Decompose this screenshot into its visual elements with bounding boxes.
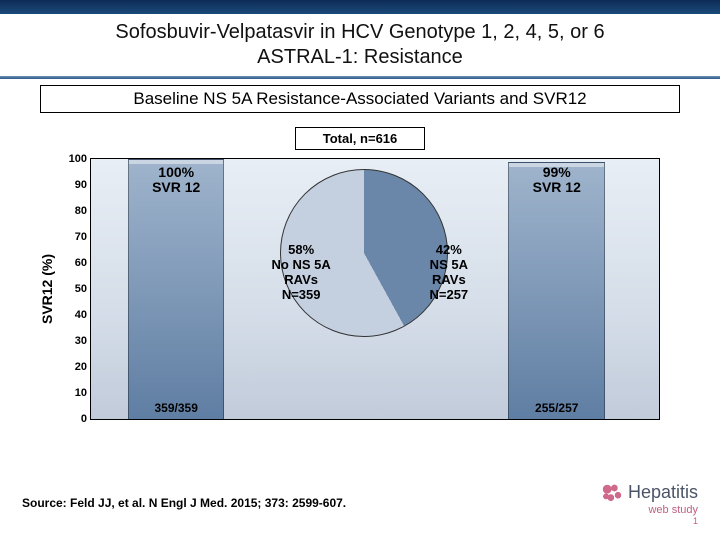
y-tick: 10 [63,387,87,399]
total-n-box: Total, n=616 [295,127,425,150]
y-axis-label: SVR12 (%) [39,254,55,324]
logo-title: Hepatitis [628,482,698,502]
y-tick: 50 [63,283,87,295]
pie-slice-label: 58%No NS 5ARAVsN=359 [272,244,331,304]
y-tick: 60 [63,257,87,269]
title-line-1: Sofosbuvir-Velpatasvir in HCV Genotype 1… [20,20,700,45]
figure: SVR12 (%) 0102030405060708090100100%SVR … [60,158,660,420]
y-tick: 0 [63,413,87,425]
y-tick: 100 [63,153,87,165]
bar-top-label: 99%SVR 12 [507,165,607,196]
plot-area: 0102030405060708090100100%SVR 12359/3599… [90,158,660,420]
y-tick: 20 [63,361,87,373]
bar [128,159,225,419]
subtitle-bar: Baseline NS 5A Resistance-Associated Var… [40,85,680,113]
y-tick: 40 [63,309,87,321]
brand-logo: Hepatitis web study 1 [600,482,698,526]
header-stripe [0,0,720,14]
y-tick: 90 [63,179,87,191]
bar [508,162,605,419]
y-tick: 80 [63,205,87,217]
y-tick: 30 [63,335,87,347]
logo-dots-icon [600,482,624,506]
y-tick: 70 [63,231,87,243]
title-rule [0,76,720,79]
page-number: 1 [600,516,698,526]
bar-bottom-label: 359/359 [154,401,197,415]
bar-bottom-label: 255/257 [535,401,578,415]
title-block: Sofosbuvir-Velpatasvir in HCV Genotype 1… [0,14,720,72]
citation: Source: Feld JJ, et al. N Engl J Med. 20… [22,496,346,510]
pie-slice-label: 42%NS 5ARAVsN=257 [429,244,468,304]
bar-top-label: 100%SVR 12 [126,165,226,196]
title-line-2: ASTRAL-1: Resistance [20,45,700,70]
